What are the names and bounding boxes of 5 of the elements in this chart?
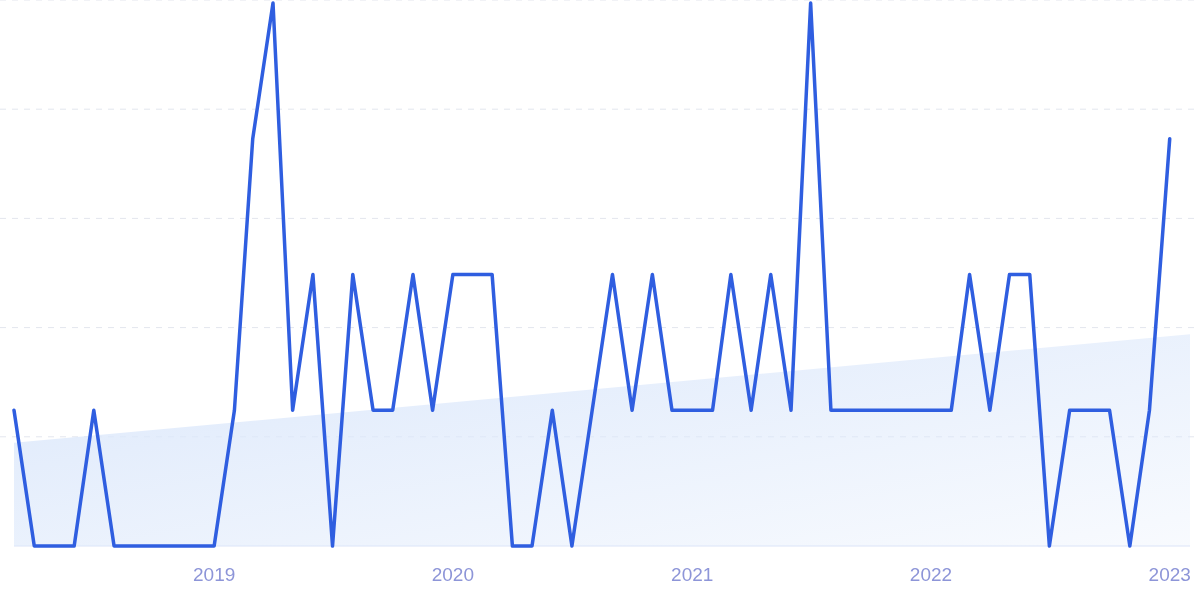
- x-tick-label: 2019: [193, 564, 236, 585]
- x-tick-label: 2020: [431, 564, 475, 585]
- x-tick-label: 2022: [909, 564, 953, 585]
- x-tick-label: 2023: [1148, 564, 1191, 585]
- x-tick-label: 2021: [671, 564, 714, 585]
